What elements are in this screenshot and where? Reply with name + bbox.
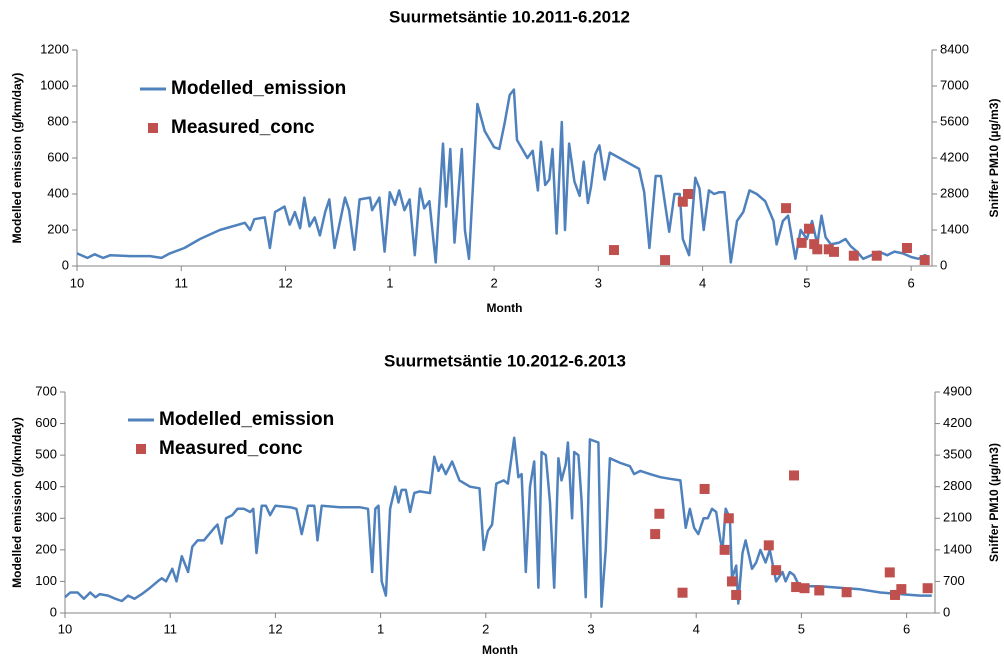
x-tick-label: 6 — [908, 275, 915, 290]
y2-axis-title: Sniffer PM10 (µg/m3) — [987, 99, 1001, 218]
y2-tick-label: 3500 — [943, 447, 972, 462]
measured-point — [781, 203, 792, 214]
measured-point — [828, 246, 839, 257]
y-tick-label: 0 — [50, 604, 57, 619]
chart-title: Suurmetsäntie 10.2012-6.2013 — [384, 351, 626, 370]
legend-label: Modelled_emission — [171, 78, 346, 99]
y-tick-label: 500 — [35, 447, 57, 462]
y2-tick-label: 7000 — [940, 77, 969, 92]
y-tick-label: 0 — [62, 257, 69, 272]
y-tick-label: 100 — [35, 573, 57, 588]
x-tick-label: 12 — [268, 621, 282, 636]
y2-tick-label: 1400 — [943, 541, 972, 556]
measured-point — [723, 513, 734, 524]
measured-point — [796, 237, 807, 248]
y-tick-label: 200 — [35, 541, 57, 556]
y2-tick-label: 2800 — [940, 185, 969, 200]
measured-point — [871, 250, 882, 261]
legend-label: Measured_conc — [171, 117, 315, 138]
y-tick-label: 800 — [47, 113, 69, 128]
measured-point — [901, 243, 912, 253]
x-tick-label: 10 — [70, 275, 84, 290]
emission-line — [76, 88, 930, 264]
x-tick-label: 3 — [587, 621, 594, 636]
measured-point — [823, 244, 834, 255]
y-tick-label: 600 — [35, 415, 57, 430]
y2-tick-label: 4900 — [943, 383, 972, 398]
measured-point — [763, 540, 774, 551]
x-axis-title: Month — [482, 643, 518, 657]
x-tick-label: 6 — [903, 621, 910, 636]
measured-point — [654, 508, 665, 519]
legend-marker — [136, 444, 146, 454]
y2-tick-label: 2100 — [943, 510, 972, 525]
y2-axis-title: Sniffer PM10 (µg/m3) — [987, 443, 1001, 562]
x-tick-label: 1 — [386, 275, 393, 290]
x-tick-label: 1 — [377, 621, 384, 636]
x-tick-label: 2 — [490, 275, 497, 290]
measured-point — [809, 239, 820, 250]
measured-point — [677, 196, 688, 207]
y2-tick-label: 8400 — [940, 41, 969, 56]
measured-point — [677, 587, 688, 598]
measured-point — [791, 582, 802, 593]
measured-point — [650, 529, 661, 540]
y2-tick-label: 5600 — [940, 113, 969, 128]
y-tick-label: 400 — [47, 185, 69, 200]
y-axis-title: Modelled emission (g/km/day) — [10, 73, 24, 244]
measured-point — [771, 565, 782, 576]
measured-point — [848, 250, 859, 261]
legend-label: Modelled_emission — [159, 409, 334, 430]
y2-tick-label: 700 — [943, 573, 965, 588]
measured-point — [922, 583, 933, 594]
measured-point — [608, 245, 619, 256]
y-tick-label: 200 — [47, 221, 69, 236]
legend-marker — [148, 123, 158, 133]
measured-point — [803, 223, 814, 234]
y-tick-label: 600 — [47, 149, 69, 164]
y-tick-label: 1200 — [40, 41, 69, 56]
measured-point — [731, 589, 742, 600]
chart-title: Suurmetsäntie 10.2011-6.2012 — [389, 7, 630, 26]
measured-point — [812, 244, 823, 255]
x-tick-label: 5 — [798, 621, 805, 636]
y-tick-label: 400 — [35, 478, 57, 493]
x-tick-label: 12 — [278, 275, 292, 290]
x-axis-title: Month — [487, 301, 523, 315]
y2-tick-label: 1400 — [940, 221, 969, 236]
x-tick-label: 3 — [595, 275, 602, 290]
measured-point — [719, 544, 730, 555]
y2-tick-label: 4200 — [943, 415, 972, 430]
measured-point — [890, 589, 901, 600]
x-tick-label: 2 — [482, 621, 489, 636]
measured-point — [919, 255, 930, 266]
x-tick-label: 5 — [803, 275, 810, 290]
y2-tick-label: 2800 — [943, 478, 972, 493]
y-axis-title: Modelled emission (g/km/day) — [10, 417, 24, 588]
x-tick-label: 10 — [58, 621, 72, 636]
measured-point — [660, 255, 671, 266]
x-tick-label: 4 — [699, 275, 706, 290]
x-tick-label: 4 — [693, 621, 700, 636]
measured-point — [884, 567, 895, 578]
measured-point — [896, 584, 907, 595]
measured-point — [841, 587, 852, 598]
measured-point — [814, 585, 825, 596]
y2-tick-label: 0 — [940, 257, 947, 272]
measured-point — [789, 470, 800, 481]
y2-tick-label: 4200 — [940, 149, 969, 164]
measured-point — [799, 583, 810, 594]
y-tick-label: 1000 — [40, 77, 69, 92]
y-tick-label: 300 — [35, 510, 57, 525]
x-tick-label: 11 — [163, 621, 177, 636]
measured-point — [699, 483, 710, 494]
y-tick-label: 700 — [35, 383, 57, 398]
measured-point — [726, 576, 737, 587]
y2-tick-label: 0 — [943, 604, 950, 619]
x-tick-label: 11 — [175, 275, 189, 290]
measured-point — [683, 189, 694, 199]
legend-label: Measured_conc — [159, 438, 303, 459]
emission-line — [64, 436, 932, 608]
